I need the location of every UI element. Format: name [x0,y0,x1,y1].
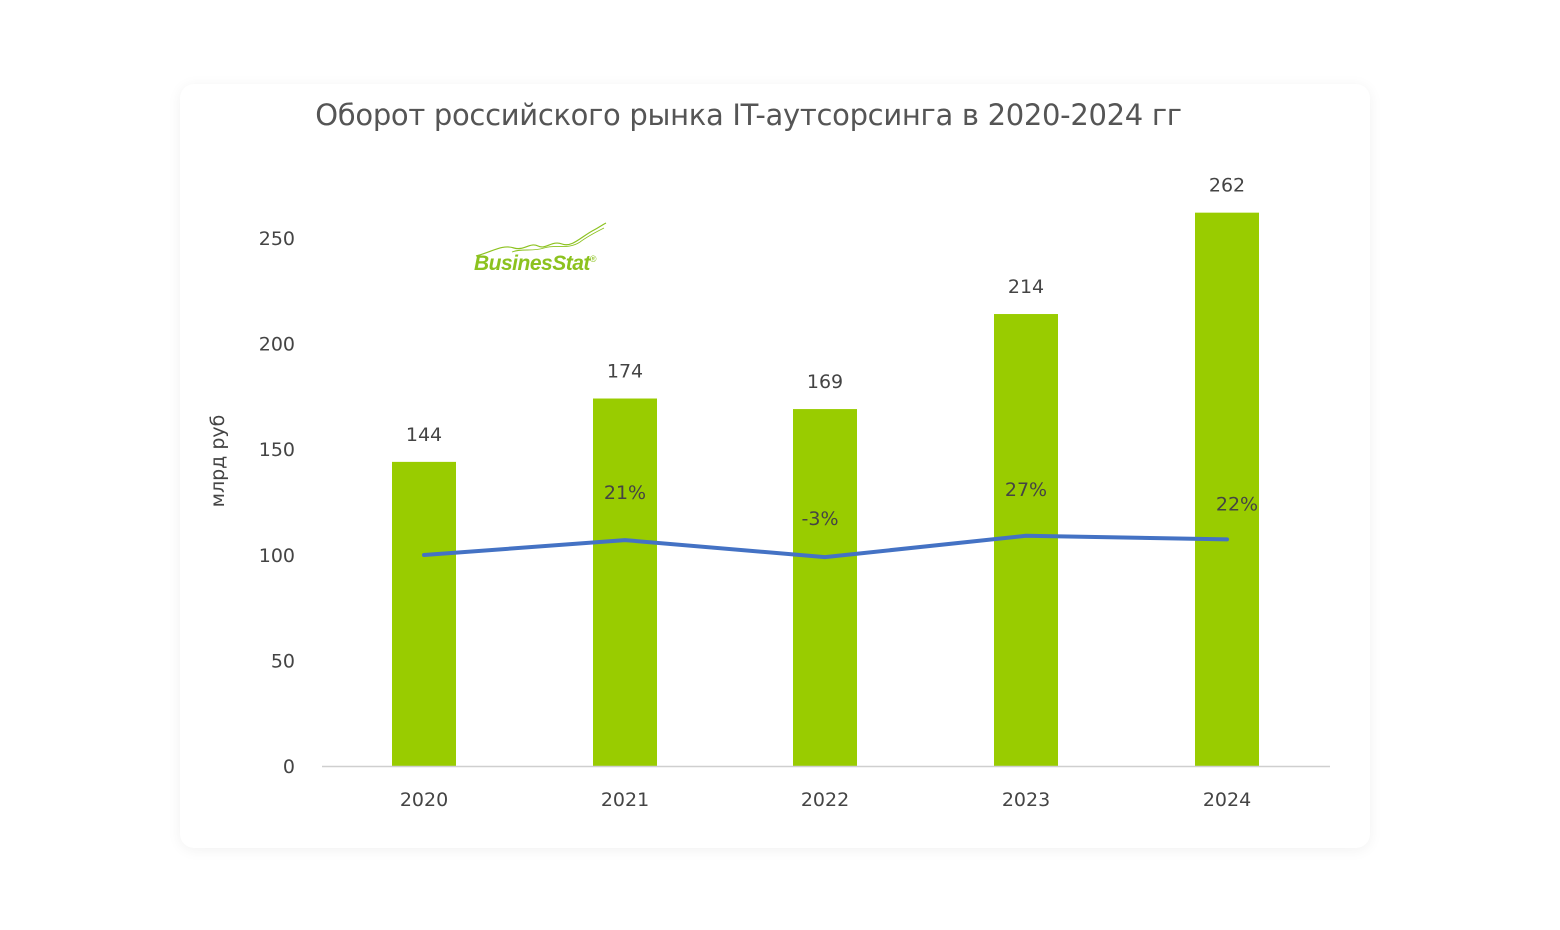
chart-card [180,84,1370,848]
y-axis-ticks: 0 50 100 150 200 250 [259,228,295,778]
bar [593,398,657,766]
businesstat-logo: BusinesStat® [472,222,622,282]
bar [793,409,857,766]
y-axis-label: млрд руб [207,415,229,508]
x-tick-label: 2023 [1002,789,1050,811]
y-tick-label: 100 [259,545,295,567]
y-tick-label: 0 [283,756,295,778]
growth-data-labels: 21% -3% 27% 22% [604,479,1258,530]
x-tick-label: 2024 [1203,789,1251,811]
bar-value-label: 174 [607,361,643,383]
chart-title: Оборот российского рынка IT-аутсорсинга … [315,98,1182,132]
bar [1195,212,1259,766]
bar [392,461,456,766]
bar-series [392,212,1259,766]
logo-swoosh-icon [475,222,607,257]
y-tick-label: 150 [259,439,295,461]
growth-line [422,533,1229,560]
growth-value-label: 21% [604,482,646,504]
bar-value-label: 169 [807,371,843,393]
bar-value-label: 214 [1008,276,1044,298]
bar-data-labels: 144 174 169 214 262 [406,175,1245,446]
x-tick-label: 2022 [801,789,849,811]
y-tick-label: 200 [259,334,295,356]
growth-series [422,533,1229,560]
y-tick-label: 250 [259,228,295,250]
growth-value-label: 27% [1005,479,1047,501]
bar-value-label: 144 [406,424,442,446]
x-tick-label: 2021 [601,789,649,811]
bar-value-label: 262 [1209,175,1245,197]
y-tick-label: 50 [271,650,295,672]
logo-text: BusinesStat® [474,252,597,275]
x-axis-ticks: 2020 2021 2022 2023 2024 [400,789,1251,811]
growth-value-label: -3% [802,508,839,530]
x-tick-label: 2020 [400,789,448,811]
growth-value-label: 22% [1216,493,1258,515]
